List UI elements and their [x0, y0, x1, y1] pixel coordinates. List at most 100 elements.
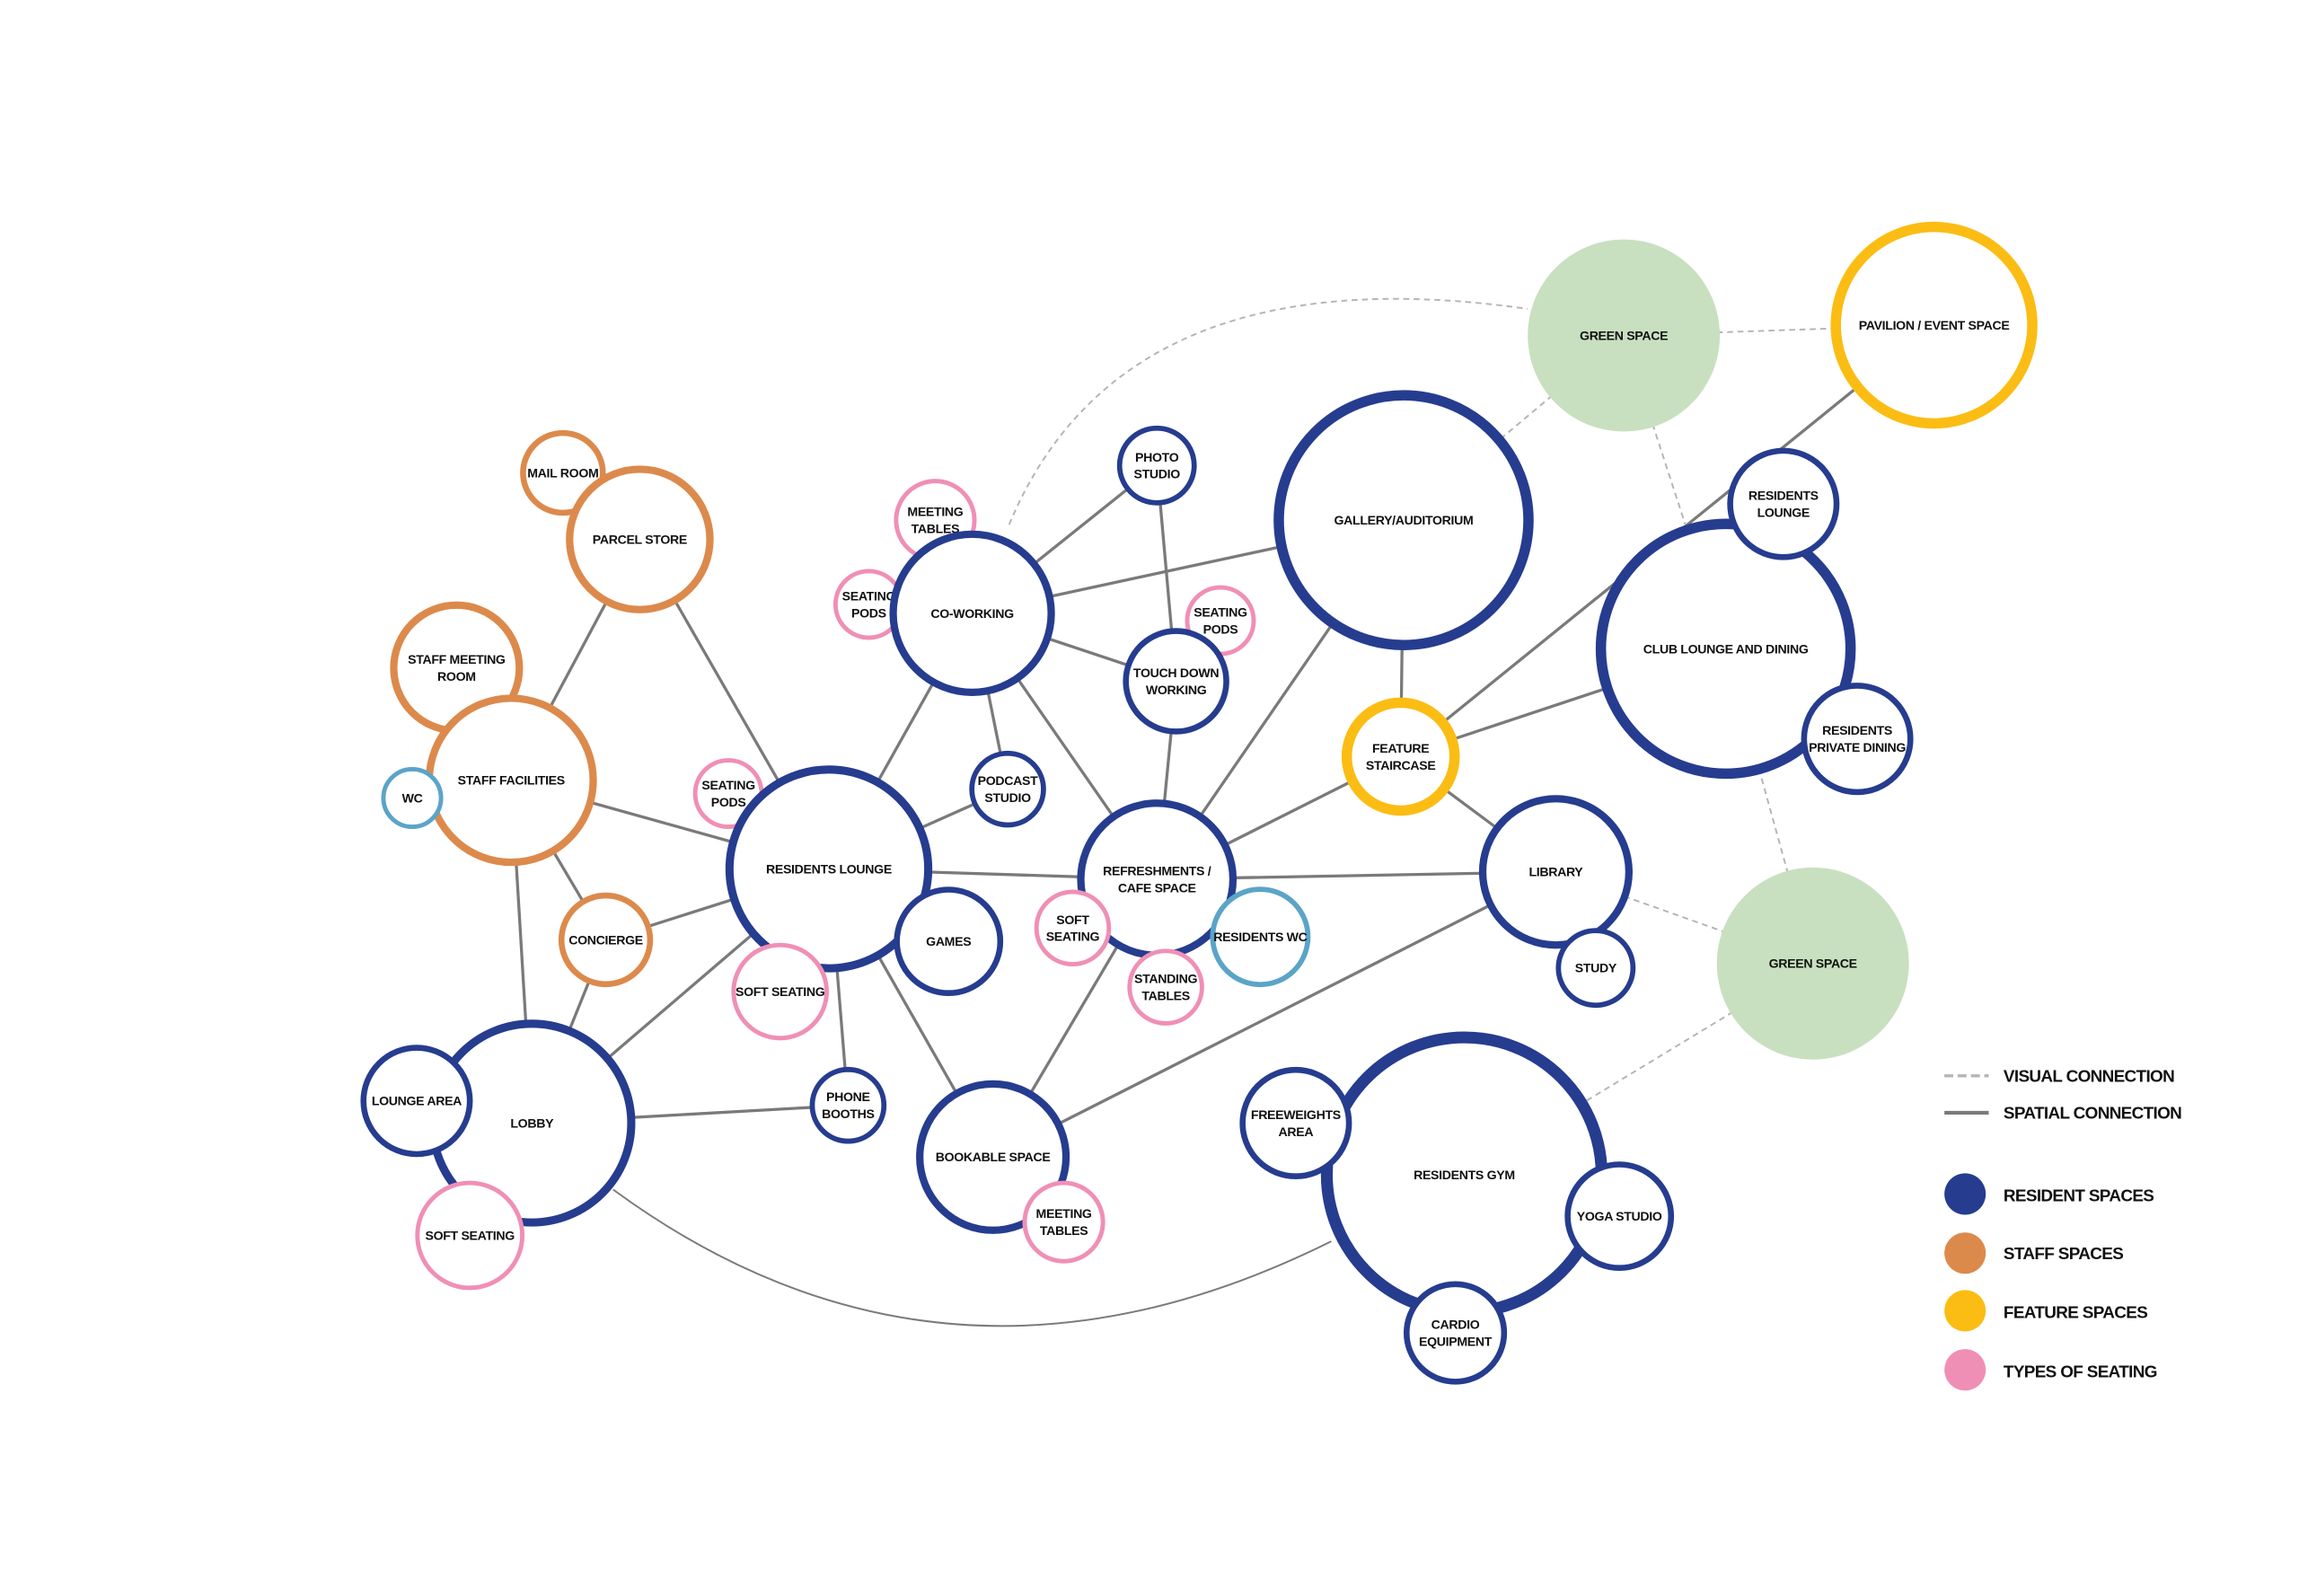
- gym-label: RESIDENTS GYM: [1414, 1168, 1515, 1182]
- legend-spatial-label: SPATIAL CONNECTION: [2004, 1105, 2181, 1124]
- standing-circle: [1127, 948, 1204, 1026]
- club-circle: [1595, 518, 1856, 780]
- space-green1: GREEN SPACE: [1528, 239, 1721, 432]
- reswc-label: RESIDENTS WC: [1213, 930, 1307, 944]
- pavilion-label: PAVILION / EVENT SPACE: [1859, 318, 2010, 332]
- games-label: GAMES: [926, 934, 971, 948]
- touch-label: TOUCH DOWN WORKING: [1133, 666, 1219, 697]
- space-resl2: RESIDENTS LOUNGE: [1727, 447, 1840, 560]
- legend-resident-swatch: [1944, 1173, 1986, 1215]
- podcast-label: PODCAST STUDIO: [978, 773, 1038, 805]
- space-softseat1: SOFT SEATING: [731, 942, 829, 1041]
- cowork-circle: [889, 530, 1055, 696]
- space-freew: FREEWEIGHTS AREA: [1239, 1066, 1352, 1179]
- space-feature: FEATURE STAIRCASE: [1341, 697, 1460, 816]
- concierge-circle: [558, 892, 654, 988]
- green1-label: GREEN SPACE: [1580, 328, 1668, 342]
- green2-circle: [1716, 867, 1909, 1060]
- space-gym: RESIDENTS GYM: [1320, 1031, 1608, 1318]
- freew-label: FREEWEIGHTS AREA: [1251, 1107, 1341, 1139]
- phone-circle: [809, 1066, 887, 1144]
- softseat2-label: SOFT SEATING: [1046, 913, 1100, 944]
- games-circle: [894, 886, 1004, 996]
- legend-seating-label: TYPES OF SEATING: [2004, 1362, 2157, 1381]
- green1-circle: [1528, 239, 1721, 432]
- legend-feature-label: FEATURE SPACES: [2004, 1304, 2147, 1323]
- space-concierge: CONCIERGE: [558, 892, 654, 988]
- concierge-label: CONCIERGE: [568, 932, 643, 947]
- legend-feature-swatch: [1944, 1290, 1986, 1332]
- spaces-layer: GREEN SPACE PAVILION / EVENT SPACE GALLERY…: [360, 221, 2038, 1385]
- yoga-label: YOGA STUDIO: [1577, 1209, 1662, 1223]
- stafffac-label: STAFF FACILITIES: [458, 773, 565, 788]
- refresh-label: REFRESHMENTS / CAFE SPACE: [1103, 863, 1211, 895]
- softseat1-label: SOFT SEATING: [736, 984, 825, 999]
- reswc-circle: [1210, 886, 1311, 988]
- feature-circle: [1341, 697, 1460, 816]
- seat1-label: SEATING PODS: [842, 588, 896, 620]
- legend-resident-label: RESIDENT SPACES: [2004, 1187, 2154, 1206]
- study-label: STUDY: [1575, 961, 1617, 975]
- resl2-label: RESIDENTS LOUNGE: [1748, 489, 1819, 520]
- green2-label: GREEN SPACE: [1769, 957, 1857, 971]
- gallery-circle: [1273, 390, 1534, 650]
- legend: VISUAL CONNECTION SPATIAL CONNECTION RES…: [1944, 1067, 2182, 1391]
- seat3-label: SEATING PODS: [701, 778, 755, 809]
- spatial-connection-library-bookable: [991, 870, 1557, 1159]
- yoga-circle: [1564, 1161, 1675, 1271]
- spatial-connection-lobby-gym: [612, 1188, 1332, 1327]
- space-phone: PHONE BOOTHS: [809, 1066, 887, 1144]
- study-circle: [1555, 928, 1636, 1009]
- loungearea-label: LOUNGE AREA: [372, 1094, 462, 1108]
- standing-label: STANDING TABLES: [1134, 972, 1197, 1003]
- staffmeet-label: STAFF MEETING ROOM: [408, 652, 506, 683]
- freew-circle: [1239, 1066, 1352, 1179]
- cardio-circle: [1403, 1281, 1508, 1385]
- bookable-label: BOOKABLE SPACE: [936, 1150, 1051, 1164]
- space-gallery: GALLERY/AUDITORIUM: [1273, 390, 1534, 650]
- space-yoga: YOGA STUDIO: [1564, 1161, 1675, 1271]
- meet1-label: MEETING TABLES: [907, 505, 963, 536]
- loungearea-circle: [360, 1045, 473, 1158]
- gallery-label: GALLERY/AUDITORIUM: [1334, 513, 1474, 527]
- meet2-circle: [1022, 1180, 1105, 1264]
- space-library: LIBRARY: [1478, 795, 1633, 949]
- space-resdine: RESIDENTS PRIVATE DINING: [1801, 683, 1914, 796]
- library-label: LIBRARY: [1528, 865, 1583, 879]
- space-study: STUDY: [1555, 928, 1636, 1009]
- space-softseat3: SOFT SEATING: [415, 1180, 525, 1291]
- legend-staff-label: STAFF SPACES: [2004, 1245, 2123, 1264]
- cardio-label: CARDIO EQUIPMENT: [1419, 1318, 1493, 1349]
- space-touch: TOUCH DOWN WORKING: [1123, 628, 1229, 735]
- space-cowork: CO-WORKING: [889, 530, 1055, 696]
- space-pavilion: PAVILION / EVENT SPACE: [1830, 221, 2038, 429]
- wc-label: WC: [402, 790, 423, 805]
- space-meet2: MEETING TABLES: [1022, 1180, 1105, 1264]
- library-circle: [1478, 795, 1633, 949]
- photo-circle: [1116, 425, 1197, 506]
- legend-staff-swatch: [1944, 1232, 1986, 1274]
- reslounge-label: RESIDENTS LOUNGE: [766, 861, 892, 876]
- mail-label: MAIL ROOM: [527, 465, 598, 480]
- wc-circle: [381, 766, 444, 830]
- resdine-label: RESIDENTS PRIVATE DINING: [1809, 723, 1906, 754]
- resl2-circle: [1727, 447, 1840, 560]
- space-loungearea: LOUNGE AREA: [360, 1045, 473, 1158]
- parcel-circle: [566, 465, 714, 613]
- softseat2-circle: [1034, 889, 1112, 967]
- seat2-label: SEATING PODS: [1194, 605, 1247, 637]
- space-cardio: CARDIO EQUIPMENT: [1403, 1281, 1508, 1385]
- pavilion-circle: [1830, 221, 2038, 429]
- meet2-label: MEETING TABLES: [1036, 1206, 1092, 1238]
- softseat3-circle: [415, 1180, 525, 1291]
- space-wc: WC: [381, 766, 444, 830]
- space-softseat2: SOFT SEATING: [1034, 889, 1112, 967]
- space-club: CLUB LOUNGE AND DINING: [1595, 518, 1856, 780]
- podcast-circle: [969, 750, 1046, 828]
- space-parcel: PARCEL STORE: [566, 465, 714, 613]
- resdine-circle: [1801, 683, 1914, 796]
- space-podcast: PODCAST STUDIO: [969, 750, 1046, 828]
- space-photo: PHOTO STUDIO: [1116, 425, 1197, 506]
- softseat1-circle: [731, 942, 829, 1041]
